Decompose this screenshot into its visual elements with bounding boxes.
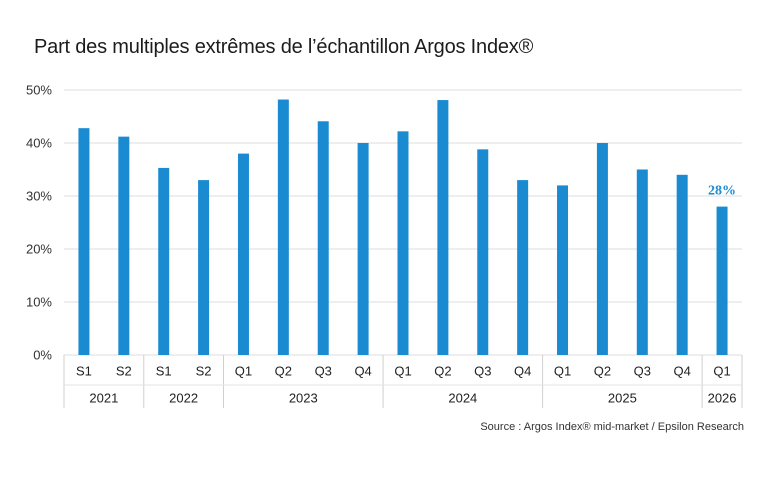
x-tick-label: Q1 (235, 364, 252, 379)
annotations: 28% (708, 184, 736, 199)
x-tick-label: Q4 (674, 364, 691, 379)
x-tick-label: Q2 (275, 364, 292, 379)
x-tick-label: Q4 (354, 364, 371, 379)
x-tick-label: Q1 (554, 364, 571, 379)
x-tick-label: S2 (196, 364, 212, 379)
x-group-label: 2021 (89, 391, 118, 406)
x-tick-label: S2 (116, 364, 132, 379)
x-group-label: 2023 (289, 391, 318, 406)
y-tick-label: 40% (26, 136, 52, 151)
bar (198, 180, 210, 355)
y-tick-label: 30% (26, 189, 52, 204)
bar (517, 180, 529, 355)
x-tick-label: Q1 (713, 364, 730, 379)
data-label: 28% (708, 184, 736, 199)
bar (357, 143, 369, 355)
bar (676, 174, 688, 355)
bar (317, 121, 329, 356)
chart-title: Part des multiples extrêmes de l’échanti… (34, 36, 534, 58)
bar (477, 149, 489, 355)
x-tick-label: Q3 (315, 364, 332, 379)
x-group-label: 2025 (608, 391, 637, 406)
x-tick-label: Q2 (594, 364, 611, 379)
bar (158, 167, 170, 355)
bar (78, 128, 90, 355)
y-tick-label: 10% (26, 295, 52, 310)
bar (636, 169, 648, 355)
bar (437, 100, 449, 355)
x-tick-label: Q1 (394, 364, 411, 379)
bar (716, 206, 728, 355)
y-tick-label: 20% (26, 242, 52, 257)
y-tick-label: 0% (33, 348, 52, 363)
bar (397, 131, 409, 355)
x-tick-label: S1 (76, 364, 92, 379)
bar (118, 136, 130, 355)
x-tick-label: Q3 (474, 364, 491, 379)
y-axis: 0% 10% 20% 30% 40% 50% (26, 83, 52, 363)
x-tick-label: Q3 (634, 364, 651, 379)
x-group-label: 2026 (708, 391, 737, 406)
x-group-label: 2022 (169, 391, 198, 406)
x-axis: S1 S2 S1 S2 Q1 Q2 Q3 Q4 Q1 Q2 Q3 Q4 Q1 Q2 Q3 Q4 Q1 2021 20… (63, 355, 743, 408)
bar (277, 99, 289, 355)
bar (596, 143, 608, 355)
x-tick-label: Q2 (434, 364, 451, 379)
bar (557, 185, 569, 355)
y-tick-label: 50% (26, 83, 52, 98)
source-note: Source : Argos Index® mid-market / Epsil… (480, 421, 744, 433)
bar (237, 153, 249, 355)
x-tick-label: S1 (156, 364, 172, 379)
x-tick-label: Q4 (514, 364, 531, 379)
bars (78, 99, 728, 356)
x-group-label: 2024 (448, 391, 477, 406)
